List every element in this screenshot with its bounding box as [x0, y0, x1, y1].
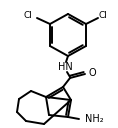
Text: HN: HN [58, 62, 72, 72]
Text: O: O [88, 68, 96, 78]
Text: NH₂: NH₂ [85, 114, 104, 124]
Text: Cl: Cl [99, 12, 107, 20]
Text: Cl: Cl [24, 12, 32, 20]
